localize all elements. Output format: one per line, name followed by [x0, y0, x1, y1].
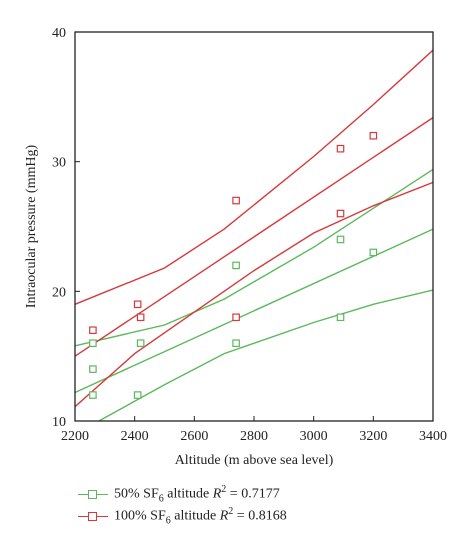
x-axis-title: Altitude (m above sea level)	[175, 453, 334, 468]
x-tick-label: 3000	[300, 429, 328, 444]
data-point-red	[89, 326, 97, 335]
data-point-red	[133, 300, 142, 309]
data-point-green	[336, 313, 345, 322]
fit-line-red	[75, 117, 433, 357]
y-tick-label: 20	[52, 285, 66, 300]
data-point-green	[336, 235, 345, 244]
data-point-green	[232, 339, 240, 348]
y-axis-title: Intraocular pressure (mmHg)	[24, 145, 39, 309]
fit-line-green	[75, 228, 433, 394]
data-point-green	[133, 391, 142, 399]
ci-lower-green	[98, 289, 433, 421]
legend-marker-red	[88, 512, 97, 521]
x-tick-label: 3200	[359, 429, 387, 444]
data-point-green	[89, 339, 97, 348]
x-tick-label: 2800	[240, 429, 268, 444]
plot-content	[75, 49, 433, 421]
y-tick-label: 10	[52, 415, 66, 430]
data-point-red	[369, 131, 378, 140]
ci-upper-red	[75, 49, 433, 305]
data-point-green	[89, 391, 97, 399]
data-point-green	[369, 248, 378, 257]
ci-upper-green	[75, 168, 433, 347]
legend-item-100-sf6: 100% SF6 altitude R2 = 0.8168	[78, 506, 287, 528]
legend: 50% SF6 altitude R2 = 0.7177 100% SF6 al…	[78, 484, 287, 528]
data-point-green	[136, 339, 145, 348]
plot-frame	[74, 31, 434, 422]
data-point-green	[232, 261, 240, 270]
legend-label-50-sf6: 50% SF6 altitude R2 = 0.7177	[114, 484, 280, 505]
x-tick-label: 3400	[419, 429, 447, 444]
legend-swatch-red	[78, 511, 108, 523]
data-point-red	[336, 209, 345, 218]
axes-layer: 2200 2400 2600 2800 3000 3200 3400 10 20 30 40	[52, 26, 447, 444]
data-point-green	[89, 365, 97, 373]
x-tick-label: 2400	[121, 429, 149, 444]
legend-swatch-green	[78, 489, 108, 501]
legend-item-50-sf6: 50% SF6 altitude R2 = 0.7177	[78, 484, 287, 506]
y-tick-label: 40	[52, 26, 66, 41]
data-point-red	[336, 144, 345, 153]
x-tick-label: 2200	[61, 429, 89, 444]
ci-lower-red	[75, 181, 433, 408]
legend-label-100-sf6: 100% SF6 altitude R2 = 0.8168	[114, 506, 287, 527]
data-point-red	[232, 196, 240, 205]
x-tick-label: 2600	[180, 429, 208, 444]
legend-marker-green	[88, 490, 97, 499]
chart: 2200 2400 2600 2800 3000 3200 3400 10 20 30 40 Alt…	[24, 26, 447, 468]
y-tick-label: 30	[52, 156, 66, 171]
data-point-red	[232, 313, 240, 322]
data-point-red	[136, 313, 145, 322]
